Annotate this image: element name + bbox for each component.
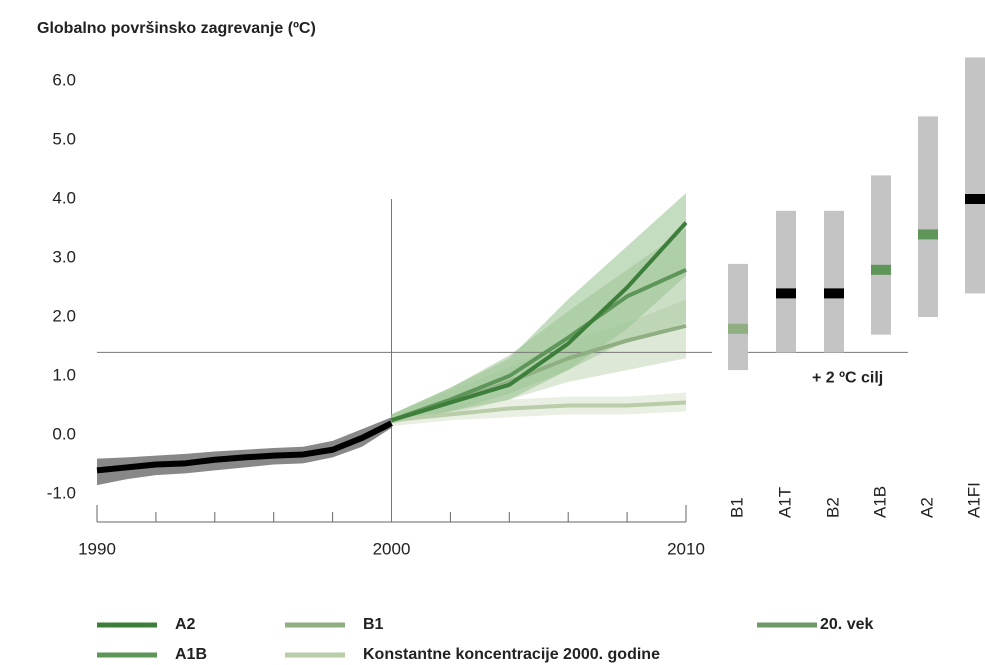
uncertainty-band [391,193,686,424]
y-tick-label: 6.0 [52,70,76,89]
best-estimate [965,194,985,204]
y-tick-label: 0.0 [52,424,76,443]
range-bar [965,57,985,294]
legend-label: A2 [175,616,196,633]
legend-label: 20. vek [820,616,873,633]
scenario-label: A1B [870,486,889,518]
series-line [390,221,688,423]
best-estimate [776,288,796,299]
series-line [391,400,687,423]
chart-title: Globalno površinsko zagrevanje (ºC) [37,20,316,37]
y-tick-label: 3.0 [52,247,76,266]
uncertainty-band [391,392,686,427]
legend-label: A1B [175,646,207,663]
y-tick-label: 1.0 [52,365,76,384]
range-bar [776,210,796,353]
range-bar [918,116,938,318]
y-tick-label: -1.0 [47,483,76,502]
legend-label: Konstantne koncentracije 2000. godine [363,646,660,663]
scenario-label: B1 [727,497,746,518]
y-tick-label: 4.0 [52,188,76,207]
legend-label: B1 [363,616,384,633]
best-estimate [728,323,748,334]
range-bar [824,210,844,353]
scenario-label: B2 [823,497,842,518]
best-estimate [871,264,891,275]
target-label: + 2 ºC cilj [812,370,883,387]
y-tick-label: 5.0 [52,129,76,148]
series-line [96,420,393,474]
x-tick-label: 2010 [667,539,705,558]
x-tick-label: 1990 [78,539,116,558]
best-estimate [824,288,844,299]
best-estimate [918,229,938,240]
range-bar [871,175,891,335]
scenario-label: A1FI [964,482,983,518]
scenario-label: A1T [775,487,794,518]
x-tick-label: 2000 [373,539,411,558]
range-bar [728,263,748,371]
uncertainty-band [97,417,392,486]
scenario-label: A2 [917,497,936,518]
series-line [390,267,687,423]
y-tick-label: 2.0 [52,306,76,325]
